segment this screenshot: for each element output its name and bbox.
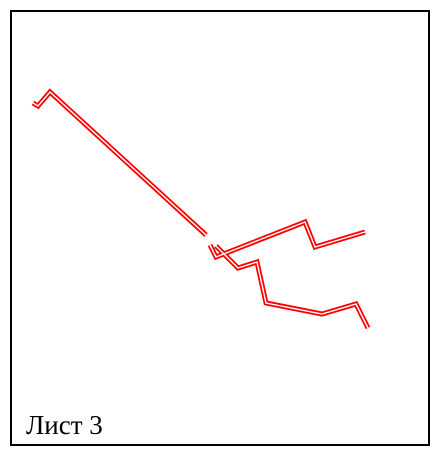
route-outline	[31, 88, 371, 330]
route-lower-branch	[214, 244, 371, 330]
route-upper-left-diagonal-core	[32, 90, 207, 236]
sheet-label: Лист 3	[26, 410, 103, 440]
route-lower-branch-core	[215, 245, 369, 329]
sheet-frame	[10, 10, 430, 446]
route-middle-zigzag-core	[209, 221, 366, 258]
route-upper-left-diagonal	[31, 88, 208, 237]
route-core	[32, 90, 369, 329]
